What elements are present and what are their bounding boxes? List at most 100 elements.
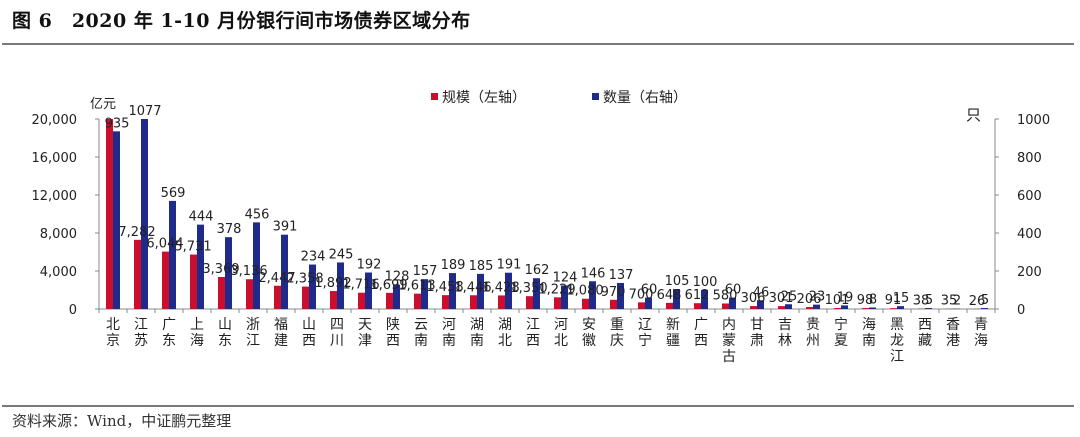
left-tick-label: 4,000 <box>40 265 77 280</box>
bar-count-7 <box>309 264 316 309</box>
axes: 0 4,000 8,000 12,000 16,000 20,000 0 200 400 600 8… <box>32 113 1051 318</box>
bar-count-3 <box>197 224 204 309</box>
data-label-scale-8: 1,892 <box>314 276 351 291</box>
bars <box>106 119 988 309</box>
data-label-scale-5: 3,136 <box>230 264 267 279</box>
top-rule <box>2 43 1074 45</box>
data-label-scale-24: 301 <box>769 291 794 306</box>
category-label-6: 建 <box>274 333 288 349</box>
bar-scale-7 <box>302 286 309 309</box>
bar-count-31 <box>981 308 988 309</box>
bar-scale-25 <box>806 307 813 309</box>
category-label-18: 庆 <box>610 333 624 349</box>
bar-count-17 <box>589 281 596 309</box>
category-label-30: 香 <box>946 317 960 333</box>
source-note: 资料来源：Wind，中证鹏元整理 <box>12 412 232 430</box>
bar-count-15 <box>533 278 540 309</box>
category-label-18: 重 <box>610 317 624 333</box>
bar-scale-20 <box>666 302 673 309</box>
legend-label-scale: 规模（左轴） <box>442 90 526 106</box>
bar-scale-27 <box>862 308 869 309</box>
data-label-count-9: 192 <box>357 258 382 273</box>
category-label-3: 上 <box>190 317 204 333</box>
category-label-26: 宁 <box>834 316 848 333</box>
bar-scale-1 <box>134 239 141 309</box>
bar-count-0 <box>113 131 120 309</box>
category-label-9: 津 <box>358 333 372 349</box>
bar-scale-5 <box>246 279 253 309</box>
category-label-26: 夏 <box>834 333 848 349</box>
data-label-scale-25: 206 <box>797 292 822 307</box>
category-label-17: 徽 <box>582 333 596 349</box>
data-label-scale-10: 1,699 <box>370 278 407 293</box>
bar-scale-18 <box>610 299 617 309</box>
bar-scale-21 <box>694 303 701 309</box>
data-label-count-23: 46 <box>753 285 770 300</box>
category-label-0: 京 <box>106 333 120 349</box>
data-labels: 935 7,282 1077 6,044 569 5,731 444 3,369 378 3,13… <box>105 104 990 309</box>
category-label-10: 陕 <box>386 317 400 333</box>
data-label-count-5: 456 <box>245 207 270 222</box>
category-label-2: 东 <box>162 333 176 349</box>
right-tick-label: 200 <box>1017 265 1042 280</box>
data-label-count-0: 935 <box>105 116 130 131</box>
category-label-28: 龙 <box>890 333 904 349</box>
data-label-count-31: 5 <box>981 293 989 308</box>
category-label-16: 河 <box>554 317 568 333</box>
category-label-14: 北 <box>498 333 512 349</box>
category-label-24: 林 <box>778 333 792 349</box>
data-label-scale-27: 98 <box>857 293 874 308</box>
category-label-25: 州 <box>806 333 820 349</box>
category-label-11: 云 <box>414 317 428 333</box>
right-tick-label: 600 <box>1017 189 1042 204</box>
category-label-31: 海 <box>974 333 988 349</box>
bar-scale-4 <box>218 276 225 309</box>
data-label-scale-14: 1,428 <box>482 280 519 295</box>
bar-count-21 <box>701 290 708 309</box>
category-label-5: 江 <box>246 333 260 349</box>
bar-scale-14 <box>498 295 505 309</box>
category-label-15: 西 <box>526 333 540 349</box>
right-tick-label: 0 <box>1017 303 1025 318</box>
category-label-23: 肃 <box>750 333 764 349</box>
bar-scale-12 <box>442 295 449 309</box>
category-label-7: 山 <box>302 317 316 333</box>
category-label-17: 安 <box>582 317 596 333</box>
bar-count-14 <box>505 272 512 309</box>
category-label-3: 海 <box>190 333 204 349</box>
bar-scale-8 <box>330 291 337 309</box>
bar-count-18 <box>617 282 624 309</box>
data-label-scale-3: 5,731 <box>174 240 211 255</box>
category-label-14: 湖 <box>498 317 512 333</box>
category-label-10: 西 <box>386 333 400 349</box>
data-label-count-1: 1077 <box>128 104 161 119</box>
category-label-23: 甘 <box>750 317 764 333</box>
data-label-scale-19: 700 <box>629 287 654 302</box>
category-label-16: 北 <box>554 333 568 349</box>
bar-count-4 <box>225 237 232 309</box>
bar-scale-13 <box>470 295 477 309</box>
category-labels: 北京江苏广东上海山东浙江福建山西四川天津陕西云南河南湖南湖北江西河北安徽重庆辽宁… <box>106 316 988 365</box>
bar-scale-6 <box>274 285 281 309</box>
data-label-scale-2: 6,044 <box>146 237 183 252</box>
category-label-30: 港 <box>946 333 960 349</box>
category-label-4: 东 <box>218 333 232 349</box>
legend-swatch-scale <box>431 93 438 100</box>
data-label-count-2: 569 <box>161 186 186 201</box>
bar-scale-26 <box>834 308 841 309</box>
data-label-scale-30: 35 <box>941 294 958 309</box>
data-label-count-13: 185 <box>469 259 494 274</box>
category-label-28: 江 <box>890 349 904 365</box>
category-label-0: 北 <box>106 317 120 333</box>
data-label-scale-1: 7,282 <box>118 225 155 240</box>
data-label-count-7: 234 <box>301 250 326 265</box>
data-label-count-17: 146 <box>581 266 606 281</box>
data-label-scale-26: 101 <box>825 293 850 308</box>
data-label-scale-4: 3,369 <box>202 262 239 277</box>
category-label-22: 古 <box>722 349 736 365</box>
data-label-count-24: 25 <box>781 289 798 304</box>
data-label-count-15: 162 <box>525 263 550 278</box>
data-label-count-20: 105 <box>665 274 690 289</box>
data-label-scale-23: 306 <box>741 291 766 306</box>
category-label-31: 青 <box>974 317 988 333</box>
